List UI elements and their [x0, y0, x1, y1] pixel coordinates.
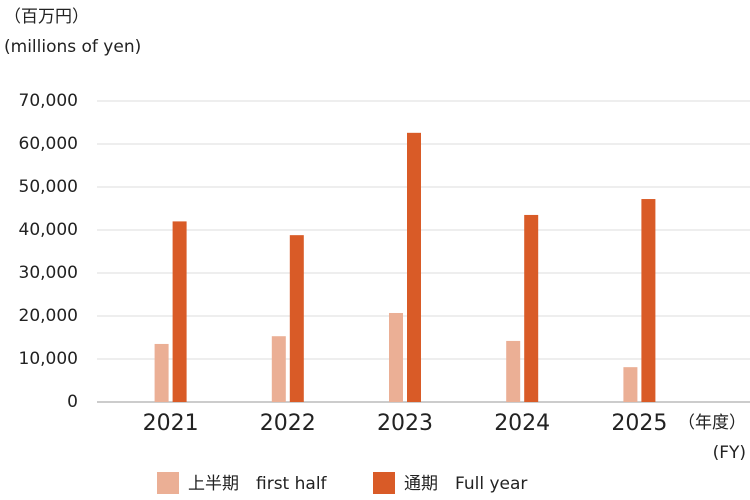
bar	[389, 312, 403, 402]
x-tick-label: 2022	[260, 411, 316, 436]
legend-swatch	[157, 472, 179, 494]
y-tick-label: 30,000	[19, 263, 78, 283]
unit-label-en: (millions of yen)	[4, 37, 141, 57]
x-label: （年度）	[678, 413, 746, 433]
bar	[271, 336, 286, 402]
bar	[623, 367, 638, 402]
bar	[506, 340, 521, 402]
x-tick-label: 2025	[611, 411, 667, 436]
bar	[407, 132, 421, 402]
y-tick-label: 60,000	[19, 134, 78, 154]
bar	[289, 235, 304, 402]
bar	[524, 214, 539, 402]
bar	[641, 199, 656, 402]
legend-swatch	[373, 472, 395, 494]
y-tick-label: 20,000	[19, 306, 78, 326]
x-tick-label: 2021	[143, 411, 199, 436]
y-tick-label: 70,000	[19, 91, 78, 111]
x-tick-label: 2023	[377, 411, 433, 436]
legend-label: 上半期 first half	[188, 474, 328, 494]
y-tick-label: 50,000	[19, 177, 78, 197]
bar	[154, 343, 169, 402]
bar	[172, 221, 187, 402]
y-tick-label: 40,000	[19, 220, 78, 240]
x-label-en: (FY)	[713, 443, 746, 463]
y-tick-label: 10,000	[19, 349, 78, 369]
unit-label: （百万円）	[4, 7, 89, 27]
legend-label: 通期 Full year	[404, 474, 527, 494]
x-tick-label: 2024	[494, 411, 550, 436]
y-tick-label: 0	[67, 392, 78, 412]
